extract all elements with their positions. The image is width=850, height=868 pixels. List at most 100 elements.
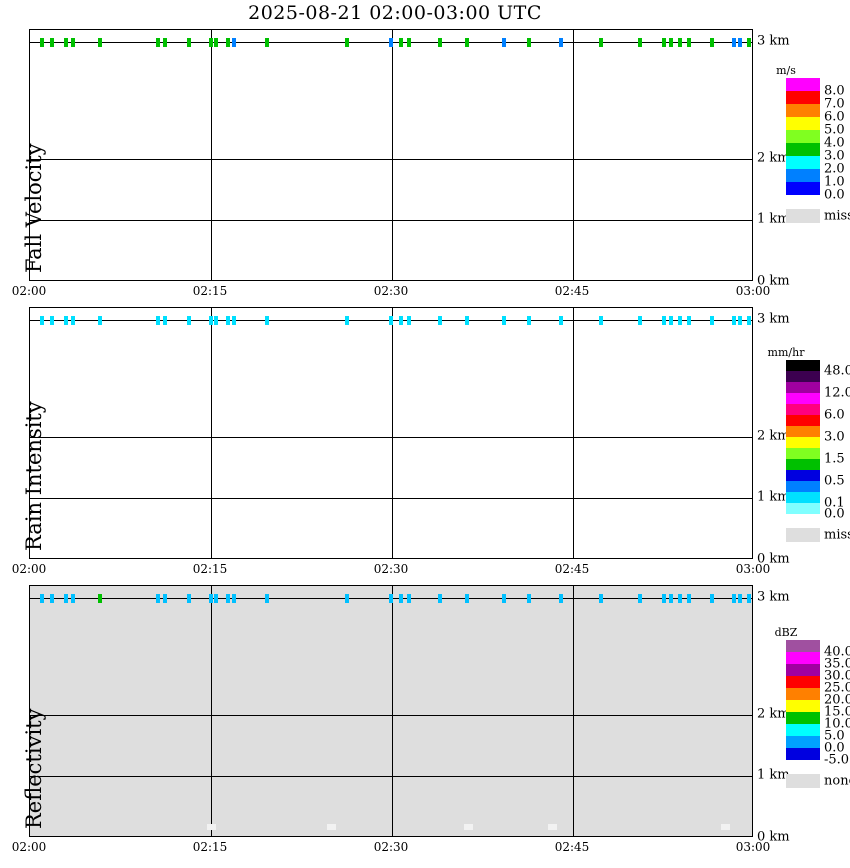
colorbar-band: [786, 652, 820, 664]
data-mark: [407, 316, 411, 325]
data-mark: [527, 594, 531, 603]
y-axis-label-0km: 0 km: [757, 273, 790, 289]
gridline-vertical-0215: [211, 308, 212, 558]
colorbar-units-label: dBZ: [774, 626, 798, 639]
data-mark: [226, 316, 230, 325]
data-mark: [638, 594, 642, 603]
data-mark: [232, 38, 236, 47]
data-mark: [732, 38, 736, 47]
y-axis-label-3km: 3 km: [757, 311, 790, 327]
data-mark-faint: [548, 824, 557, 830]
gridline-vertical-0230: [392, 30, 393, 280]
colorbar-tick-label: 5.0: [824, 728, 845, 744]
data-mark: [389, 316, 393, 325]
x-axis-label-0215: 02:15: [192, 562, 228, 576]
gridline-horizontal-2km: [30, 437, 752, 438]
data-mark: [687, 316, 691, 325]
data-mark: [64, 316, 68, 325]
data-mark: [407, 38, 411, 47]
x-axis-label-0200: 02:00: [11, 562, 47, 576]
data-mark: [527, 316, 531, 325]
data-mark: [209, 38, 213, 47]
colorbar-tick-label: 20.0: [824, 692, 850, 708]
colorbar-tick-label: 0.0: [824, 506, 845, 522]
data-mark: [209, 594, 213, 603]
colorbar-band: [786, 664, 820, 676]
colorbar-band: [786, 169, 820, 182]
data-mark: [389, 38, 393, 47]
x-axis-label-0300: 03:00: [735, 562, 771, 576]
data-mark: [399, 38, 403, 47]
data-mark: [226, 38, 230, 47]
data-mark: [209, 316, 213, 325]
data-mark: [502, 594, 506, 603]
data-mark: [345, 38, 349, 47]
data-mark: [559, 38, 563, 47]
data-mark: [187, 316, 191, 325]
x-axis-label-0245: 02:45: [554, 562, 590, 576]
data-mark: [669, 316, 673, 325]
colorbar-tick-label: 48.0: [824, 363, 850, 379]
colorbar-tick-label: 0.0: [824, 740, 845, 756]
colorbar-missing-label: miss: [824, 527, 850, 543]
data-mark: [732, 594, 736, 603]
colorbar-band: [786, 130, 820, 143]
colorbar-tick-label: 3.0: [824, 429, 845, 445]
data-mark: [214, 316, 218, 325]
data-mark: [599, 594, 603, 603]
colorbar-band: [786, 700, 820, 712]
data-mark: [214, 594, 218, 603]
colorbar-band: [786, 748, 820, 760]
x-axis-label-0245: 02:45: [554, 284, 590, 298]
data-mark: [156, 38, 160, 47]
data-mark: [687, 594, 691, 603]
y-axis-label-3km: 3 km: [757, 33, 790, 49]
colorbar-band: [786, 371, 820, 382]
colorbar-tick-label: 40.0: [824, 644, 850, 660]
data-mark: [559, 316, 563, 325]
plot-area-reflectivity: [29, 585, 753, 837]
data-mark: [40, 594, 44, 603]
colorbar-tick-label: -5.0: [824, 752, 850, 768]
gridline-vertical-0230: [392, 308, 393, 558]
data-mark: [64, 594, 68, 603]
data-mark: [438, 594, 442, 603]
data-mark: [156, 316, 160, 325]
colorbar-band: [786, 688, 820, 700]
colorbar-band: [786, 426, 820, 437]
gridline-horizontal-2km: [30, 715, 752, 716]
data-mark: [40, 38, 44, 47]
colorbar-band: [786, 712, 820, 724]
x-axis-label-0215: 02:15: [192, 840, 228, 854]
data-mark: [662, 38, 666, 47]
gridline-vertical-0230: [392, 586, 393, 836]
colorbar-tick-label: 1.0: [824, 174, 845, 190]
colorbar-missing-swatch: [786, 528, 820, 542]
data-mark: [678, 316, 682, 325]
y-axis-label-2km: 2 km: [757, 150, 790, 166]
gridline-horizontal-1km: [30, 498, 752, 499]
colorbar-band: [786, 724, 820, 736]
data-mark: [747, 594, 751, 603]
x-axis-label-0230: 02:30: [373, 284, 409, 298]
data-mark: [50, 594, 54, 603]
x-axis-label-0200: 02:00: [11, 284, 47, 298]
data-mark: [407, 594, 411, 603]
colorbar-band: [786, 91, 820, 104]
plot-area-fall-velocity: [29, 29, 753, 281]
x-axis-label-0300: 03:00: [735, 840, 771, 854]
colorbar-band: [786, 360, 820, 371]
colorbar-band: [786, 640, 820, 652]
y-axis-label-1km: 1 km: [757, 211, 790, 227]
colorbar-tick-label: 0.5: [824, 473, 845, 489]
colorbar-tick-label: 7.0: [824, 96, 845, 112]
gridline-horizontal-2km: [30, 159, 752, 160]
colorbar-tick-label: 0.1: [824, 495, 845, 511]
colorbar-tick-label: 5.0: [824, 122, 845, 138]
data-mark: [214, 38, 218, 47]
data-mark: [50, 38, 54, 47]
colorbar-tick-label: 4.0: [824, 135, 845, 151]
data-mark: [678, 594, 682, 603]
colorbar-tick-label: 3.0: [824, 148, 845, 164]
gridline-horizontal-1km: [30, 220, 752, 221]
